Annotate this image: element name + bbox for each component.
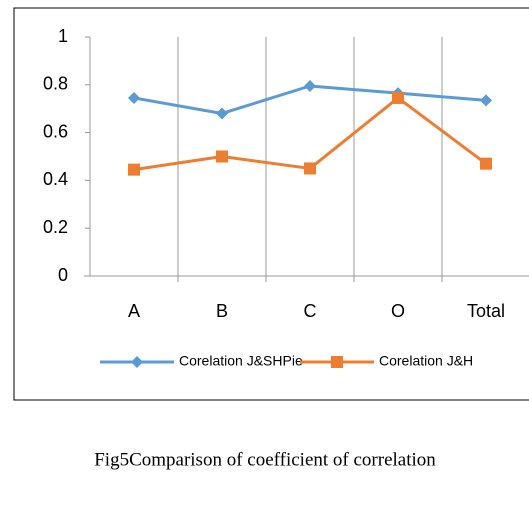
y-tick-label: 0.4 — [43, 169, 68, 189]
legend-marker — [131, 356, 143, 368]
caption: Fig5Comparison of coefficient of correla… — [94, 449, 436, 470]
y-tick-label: 0.8 — [43, 74, 68, 94]
data-point — [480, 157, 492, 170]
x-tick-label: A — [128, 301, 140, 321]
data-point — [304, 162, 316, 175]
x-tick-label: Total — [467, 301, 505, 321]
chart-border — [13, 7, 529, 401]
y-tick-label: 0.6 — [43, 121, 68, 141]
y-tick-label: 0.2 — [43, 217, 68, 237]
x-tick-label: O — [391, 301, 405, 321]
data-point — [392, 91, 404, 104]
y-tick-label: 1 — [58, 26, 68, 46]
data-point — [128, 163, 140, 176]
x-tick-label: B — [216, 301, 228, 321]
legend-marker — [331, 356, 343, 368]
x-tick-label: C — [304, 301, 317, 321]
data-point — [480, 94, 492, 107]
data-point — [304, 79, 316, 92]
legend-label: Corelation J&SHPie — [179, 353, 303, 369]
legend-label: Corelation J&H — [379, 353, 473, 369]
y-tick-label: 0 — [58, 265, 68, 285]
data-point — [128, 91, 140, 104]
data-point — [216, 150, 228, 163]
data-point — [216, 107, 228, 120]
